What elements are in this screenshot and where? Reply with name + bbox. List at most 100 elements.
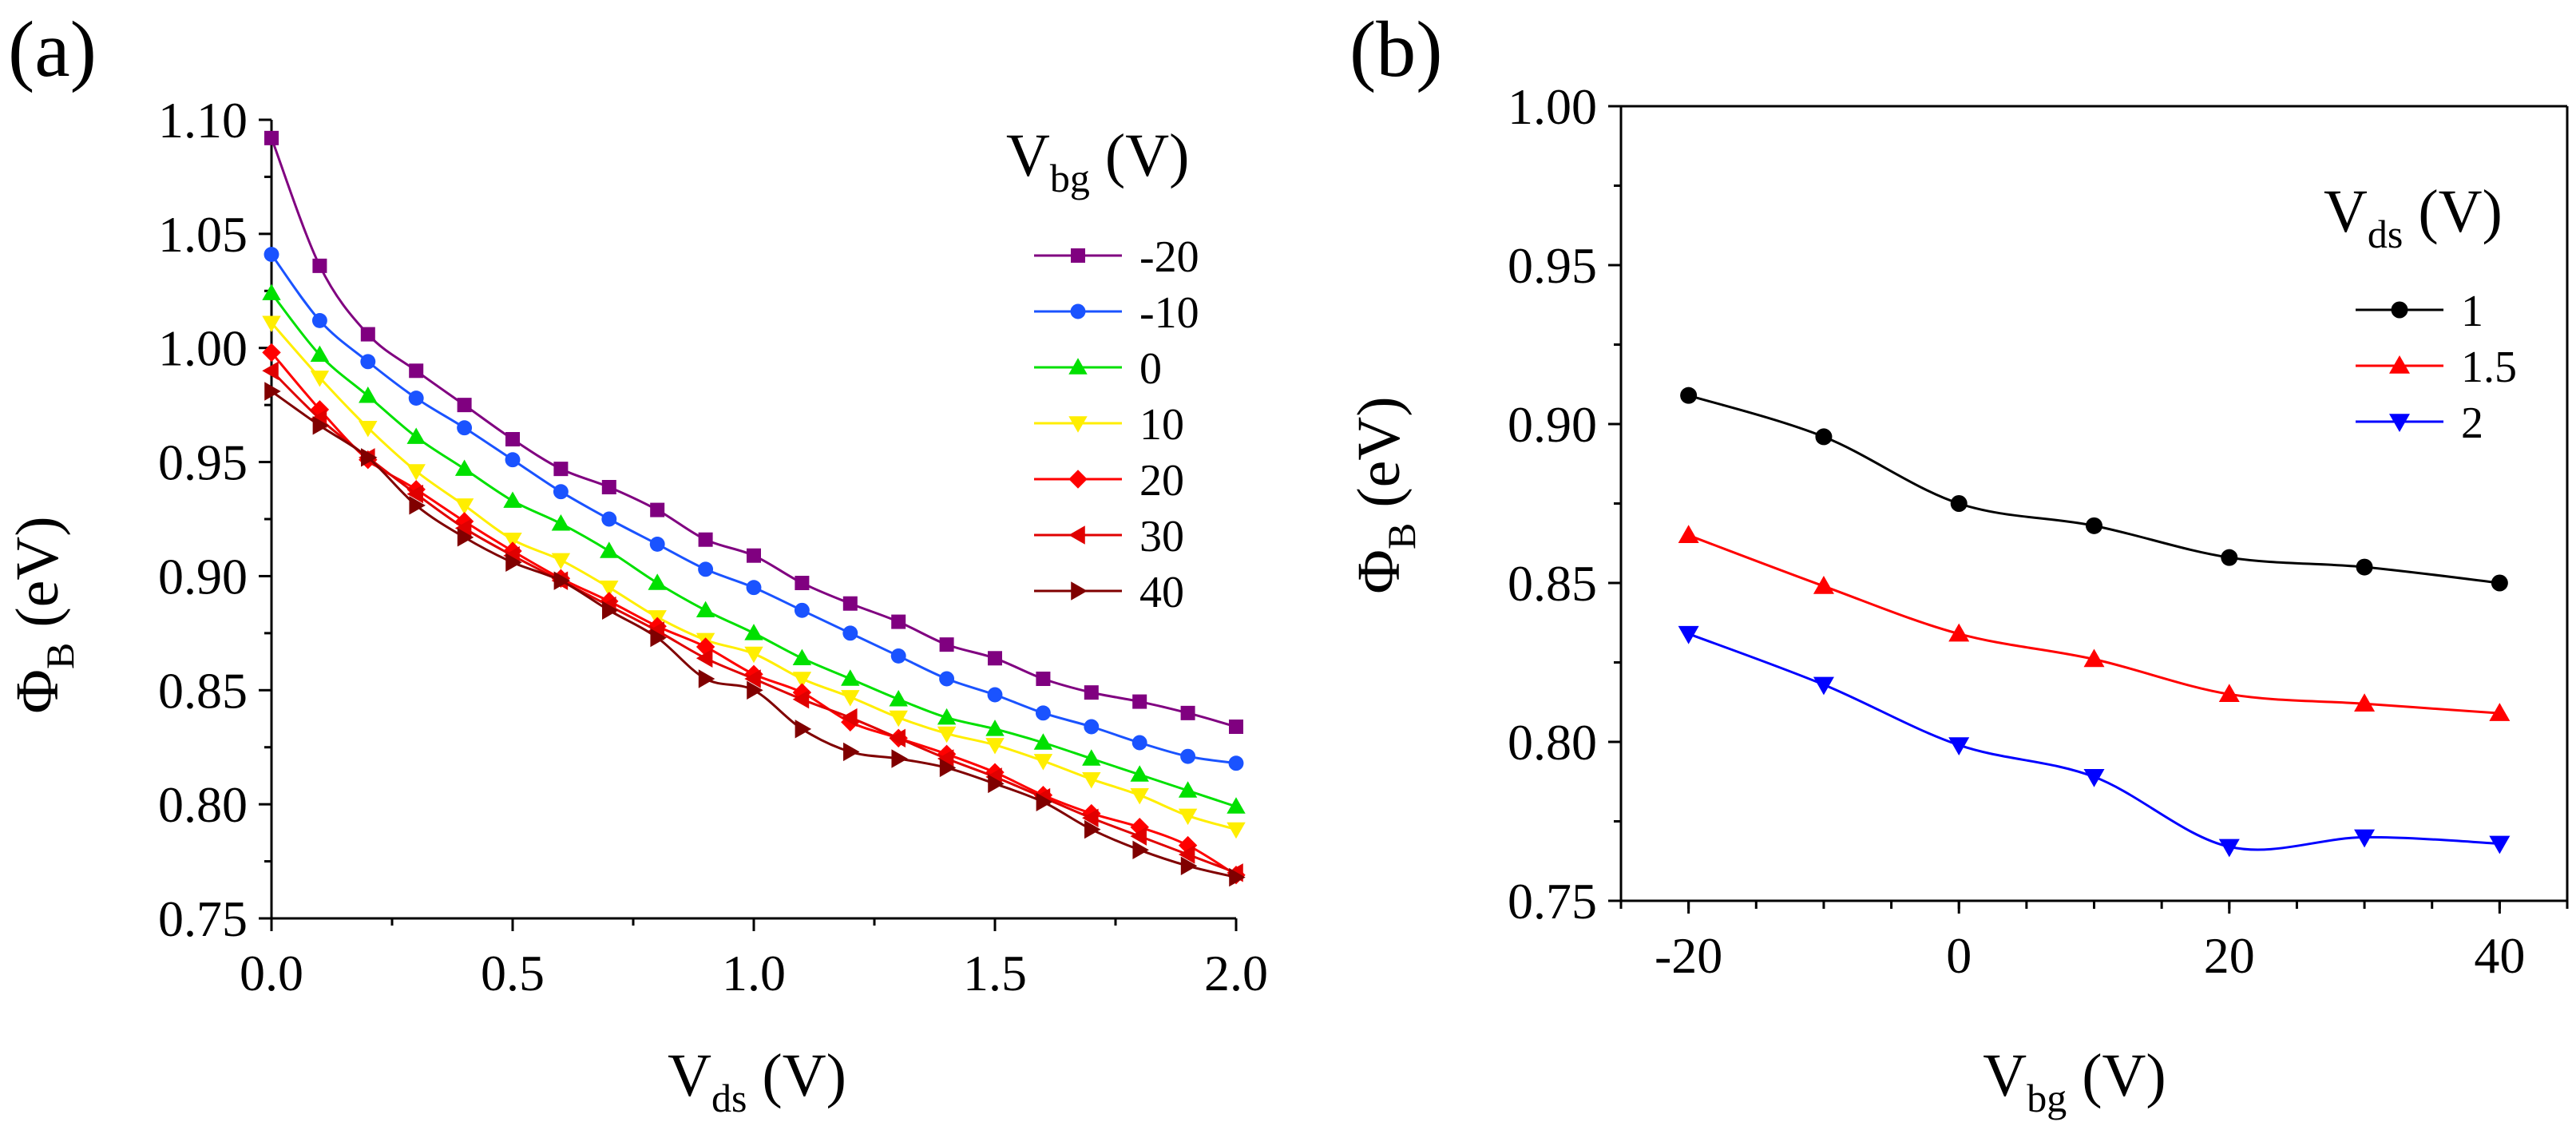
panel-a-data-point bbox=[262, 343, 281, 363]
panel-a-data-point bbox=[1036, 792, 1053, 811]
panel-b-y-tick-label: 1.00 bbox=[1508, 78, 1597, 135]
panel-a-data-point bbox=[310, 345, 330, 363]
panel-a-data-point bbox=[1130, 765, 1149, 782]
panel-b-label: (b) bbox=[1349, 5, 1443, 93]
panel-b-data-point bbox=[1950, 495, 1968, 512]
panel-a-data-point bbox=[649, 536, 665, 552]
panel-b-series-2 bbox=[1678, 625, 2511, 858]
panel-b-series-1.5 bbox=[1678, 525, 2511, 721]
panel-a-data-point bbox=[312, 258, 327, 273]
panel-a-legend-entry--20: -20 bbox=[1034, 232, 1199, 282]
panel-b-legend-entry-1: 1 bbox=[2356, 287, 2483, 336]
panel-b-data-point bbox=[2489, 703, 2511, 721]
panel-a-data-point bbox=[406, 427, 426, 444]
panel-a-data-point bbox=[1132, 840, 1149, 859]
panel-a-data-point bbox=[937, 708, 957, 725]
panel-a-data-point bbox=[795, 576, 810, 590]
panel-a-data-point bbox=[505, 432, 520, 446]
panel-a-x-tick-label: 0.0 bbox=[240, 945, 303, 1001]
panel-a-data-point bbox=[891, 749, 908, 768]
panel-a-legend-label: 20 bbox=[1139, 456, 1184, 506]
panel-a-data-point bbox=[1130, 818, 1149, 837]
panel-b-legend-marker bbox=[2389, 414, 2410, 432]
panel-a-data-point bbox=[1033, 733, 1053, 750]
panel-a-data-point bbox=[553, 462, 569, 477]
panel-a-x-tick-label: 1.5 bbox=[963, 945, 1027, 1001]
panel-a-legend-marker bbox=[1070, 303, 1086, 319]
panel-a-series--10 bbox=[264, 247, 1244, 771]
panel-a-y-tick-label: 0.80 bbox=[158, 776, 248, 833]
panel-b: (b) ΦB (eV) Vbg (V) Vds (V) 0.75 0.80 0.85… bbox=[1345, 5, 2569, 1120]
panel-a-data-point bbox=[553, 571, 571, 590]
panel-a-y-tick-label: 0.90 bbox=[158, 548, 248, 605]
panel-a-data-point bbox=[842, 625, 858, 641]
panel-a-legend-entry-0: 0 bbox=[1034, 344, 1162, 394]
panel-b-x-tick-label: 40 bbox=[2474, 927, 2525, 984]
panel-a-data-point bbox=[698, 532, 713, 547]
panel-a-data-point bbox=[1130, 787, 1149, 805]
panel-a-data-point bbox=[600, 580, 619, 597]
panel-a-data-point bbox=[505, 452, 521, 468]
panel-a-data-point bbox=[601, 511, 617, 527]
panel-b-legend-title: Vds (V) bbox=[2324, 178, 2503, 256]
panel-a-data-point bbox=[1227, 822, 1246, 839]
panel-b-data-point bbox=[2083, 648, 2105, 668]
panel-a-data-point bbox=[937, 726, 957, 743]
panel-a-data-point bbox=[503, 532, 522, 549]
panel-a-legend-marker bbox=[1068, 525, 1085, 545]
panel-a-data-point bbox=[1130, 827, 1147, 846]
panel-a-data-point bbox=[360, 327, 375, 342]
panel-b-data-point bbox=[2354, 693, 2376, 712]
panel-a-data-point bbox=[359, 387, 378, 403]
panel-a-data-point bbox=[553, 484, 569, 500]
panel-b-data-point bbox=[1813, 575, 1834, 594]
panel-a-data-point bbox=[361, 448, 378, 467]
panel-a-data-point bbox=[1033, 754, 1053, 771]
panel-b-legend-marker bbox=[2389, 355, 2410, 374]
panel-a-data-point bbox=[1082, 808, 1099, 827]
panel-a-data-point bbox=[1180, 748, 1196, 764]
panel-a-data-point bbox=[889, 690, 908, 707]
panel-a-data-point bbox=[310, 371, 330, 387]
panel-a-x-tick-label: 1.0 bbox=[722, 945, 786, 1001]
panel-a-data-point bbox=[360, 354, 376, 370]
panel-a-data-point bbox=[262, 283, 281, 300]
panel-a-data-point bbox=[503, 491, 522, 508]
panel-a-data-point bbox=[1228, 755, 1244, 771]
panel-a-data-point bbox=[987, 687, 1003, 703]
panel-b-data-point bbox=[1813, 676, 1834, 696]
panel-a-data-point bbox=[1180, 856, 1198, 875]
panel-a-legend-marker bbox=[1071, 581, 1088, 601]
panel-a-data-point bbox=[842, 596, 858, 611]
panel-b-x-tick-label: 20 bbox=[2204, 927, 2255, 984]
panel-a-series-line-40 bbox=[271, 390, 1237, 879]
panel-a-legend-marker bbox=[1071, 248, 1085, 263]
panel-a-data-point bbox=[1180, 705, 1195, 720]
panel-a-data-point bbox=[1227, 797, 1246, 814]
panel-a-data-point bbox=[505, 553, 522, 572]
panel-b-legend-label: 1.5 bbox=[2461, 343, 2517, 392]
panel-a-data-point bbox=[409, 496, 426, 515]
panel-a-data-point bbox=[406, 464, 426, 481]
panel-b-data-point bbox=[2354, 829, 2376, 848]
panel-a-legend-entry-30: 30 bbox=[1034, 512, 1184, 561]
panel-a-data-point bbox=[262, 361, 279, 380]
panel-b-data-point bbox=[1678, 625, 1699, 644]
panel-a-data-point bbox=[939, 637, 954, 652]
panel-a-data-point bbox=[1082, 749, 1101, 766]
panel-a-data-point bbox=[939, 758, 957, 778]
panel-a-data-point bbox=[264, 247, 279, 263]
panel-a-data-point bbox=[841, 669, 860, 686]
panel-b-legend-label: 2 bbox=[2461, 398, 2483, 448]
panel-a-data-point bbox=[1131, 735, 1147, 751]
panel-b-x-axis-label: Vbg (V) bbox=[1983, 1042, 2166, 1120]
panel-b-data-point bbox=[1680, 387, 1698, 404]
panel-a-series-30 bbox=[262, 361, 1243, 882]
panel-a-data-point bbox=[454, 518, 472, 538]
panel-a-series-line-30 bbox=[270, 370, 1237, 874]
panel-a-y-tick-label: 0.95 bbox=[158, 434, 248, 491]
panel-a-legend-label: -10 bbox=[1139, 288, 1199, 338]
panel-a-data-point bbox=[1035, 705, 1051, 721]
panel-a-data-point bbox=[1229, 720, 1243, 734]
panel-b-data-point bbox=[2218, 684, 2240, 703]
